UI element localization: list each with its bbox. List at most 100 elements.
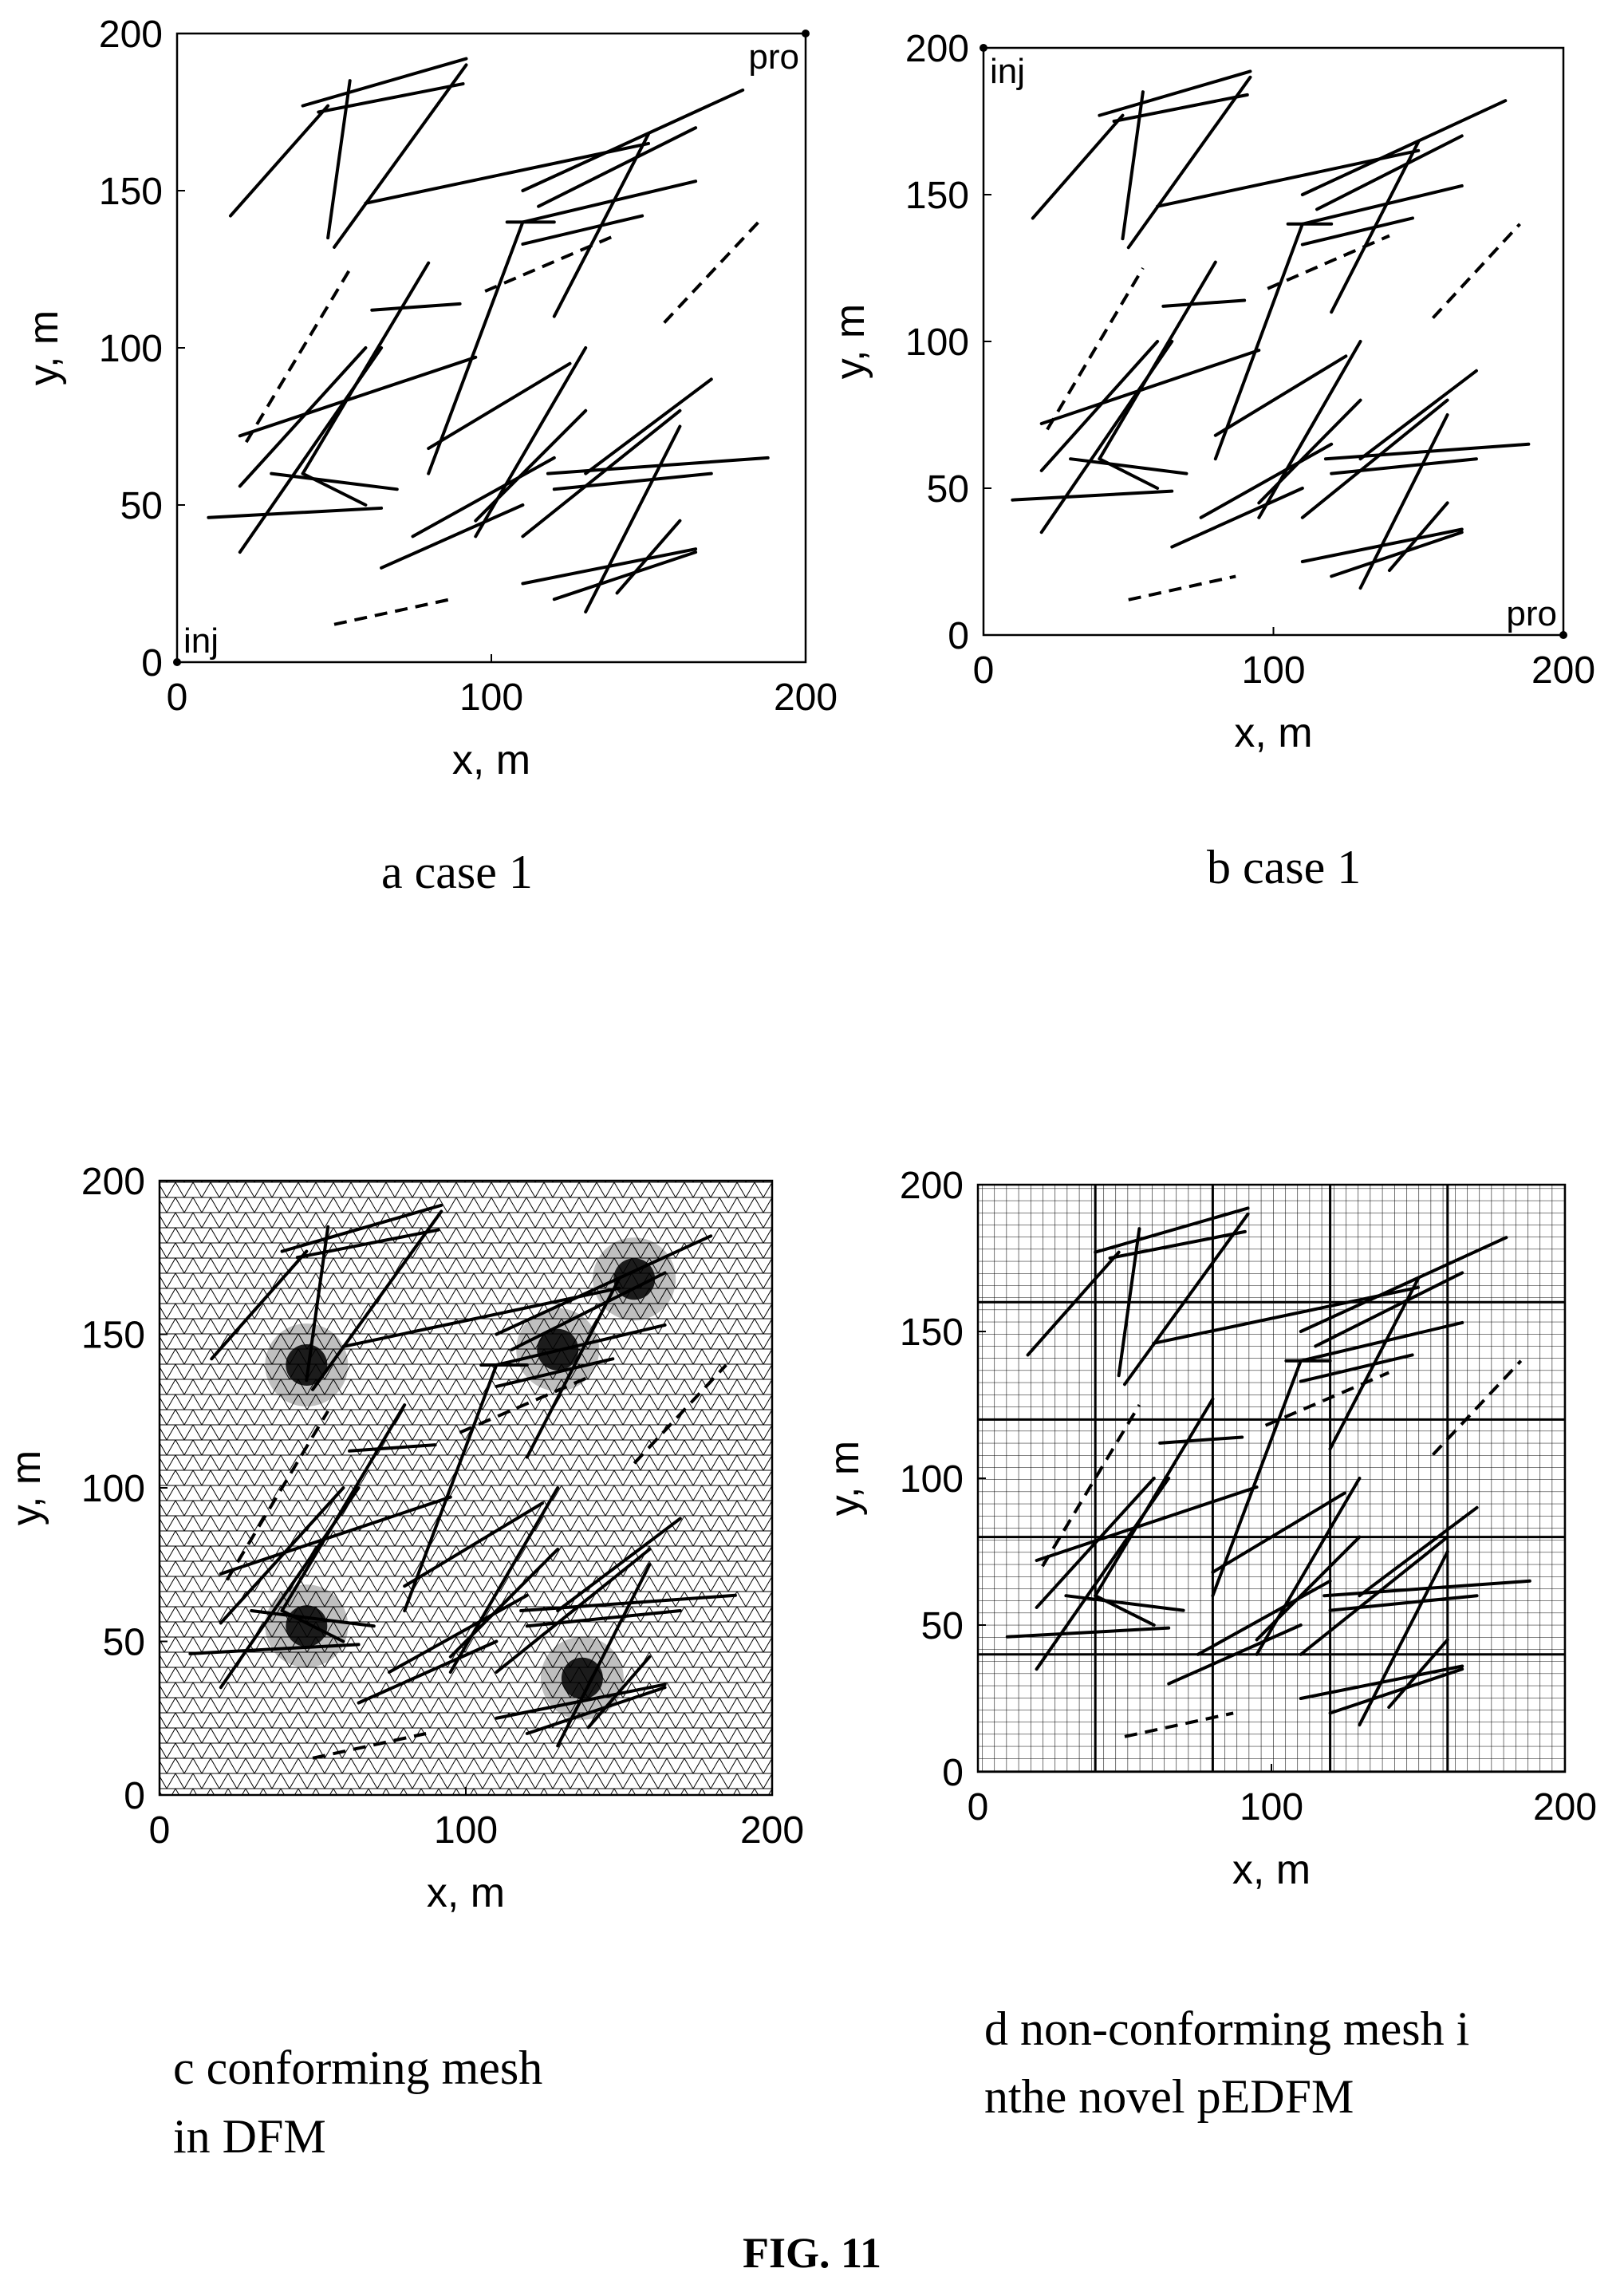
fracture-line (552, 550, 698, 602)
dashed-fracture-line (1264, 1371, 1389, 1427)
well-label: inj (990, 52, 1025, 91)
dashed-fracture-line (633, 1363, 727, 1465)
y-axis-label: y, m (827, 304, 873, 379)
fracture-line (521, 88, 745, 192)
fracture-line (380, 503, 525, 570)
fracture-line (1170, 487, 1304, 549)
fracture-line (1196, 1579, 1332, 1656)
fracture-line (537, 126, 698, 208)
triangular-mesh (160, 1181, 772, 1795)
fracture-line (238, 346, 368, 488)
fracture-line (427, 220, 525, 475)
fracture-line (1330, 531, 1464, 578)
y-tick-label: 100 (905, 322, 969, 364)
fracture-line (1299, 1353, 1414, 1383)
mesh-refinement-halo (265, 1584, 349, 1668)
y-tick-label: 0 (948, 615, 969, 657)
fracture-line (1314, 1271, 1464, 1348)
x-tick-label: 100 (1241, 649, 1305, 692)
y-tick-label: 200 (81, 1161, 145, 1203)
fracture-line (1323, 442, 1531, 461)
fracture-line (584, 424, 682, 613)
fracture-line (448, 1486, 560, 1674)
x-tick-label: 0 (973, 649, 995, 692)
fracture-line (556, 1563, 652, 1748)
fracture-line (510, 1271, 667, 1351)
fracture-line (495, 1548, 652, 1674)
fracture-line (219, 1495, 452, 1576)
fracture-line (1035, 1485, 1259, 1563)
fracture-line (207, 506, 384, 519)
fracture-line (1199, 442, 1334, 519)
y-tick-label: 200 (99, 14, 163, 56)
fracture-line (348, 1443, 437, 1453)
y-tick-label: 50 (921, 1605, 964, 1647)
fracture-line (1213, 354, 1348, 437)
fracture-line (1039, 340, 1160, 472)
panel-c-conforming-mesh-plot: 0 100 200 0 50 100 150 200 x, m y, m (3, 1161, 804, 1916)
x-axis-label: x, m (1234, 710, 1312, 756)
x-tick-label: 100 (1240, 1786, 1303, 1828)
fracture-line (1330, 457, 1478, 475)
caption-b-line1: b case 1 (1207, 841, 1361, 894)
x-tick-label: 0 (968, 1786, 989, 1828)
well-label: inj (183, 621, 219, 661)
figure-label: FIG. 11 (743, 2229, 881, 2277)
fracture-line (210, 1249, 309, 1361)
y-tick-label: 50 (120, 485, 163, 527)
dashed-fracture-line (663, 221, 760, 324)
y-tick-label: 0 (124, 1775, 145, 1817)
fracture-line (1035, 1477, 1171, 1671)
fracture-line (403, 1363, 499, 1612)
fracture-line (1257, 398, 1362, 505)
fracture-line (525, 1609, 682, 1628)
x-tick-label: 200 (774, 677, 838, 719)
fracture-line (1358, 1505, 1479, 1598)
x-tick-label: 200 (1531, 649, 1595, 692)
fracture-line (1328, 1667, 1464, 1715)
fracture-line (1098, 457, 1160, 490)
y-tick-label: 150 (81, 1315, 145, 1357)
fracture-line (1211, 1359, 1303, 1598)
mesh-refinement-cluster (613, 1258, 656, 1300)
x-tick-label: 0 (167, 677, 188, 719)
well-label: pro (748, 37, 799, 77)
fracture-line (1121, 90, 1145, 241)
fracture-line (474, 408, 588, 523)
dashed-fracture-line (459, 1375, 589, 1434)
fracture-line (1255, 1477, 1362, 1656)
fracture-line (1026, 1250, 1121, 1357)
fracture-line (1300, 216, 1414, 247)
y-tick-label: 200 (900, 1165, 964, 1207)
fracture-line (301, 57, 468, 108)
fracture-line (448, 1548, 560, 1659)
y-tick-label: 0 (942, 1752, 964, 1794)
fracture-line (1117, 1227, 1141, 1378)
y-tick-label: 100 (900, 1458, 964, 1501)
fracture-line (1358, 369, 1478, 461)
fracture-line (1300, 99, 1508, 196)
panel-a-case1-plot: 0 100 200 0 50 100 150 200 x, m y, m inj pro (21, 14, 838, 783)
fracture-line (519, 1593, 737, 1612)
x-axis-label: x, m (452, 737, 530, 783)
x-axis-label: x, m (427, 1870, 505, 1916)
fracture-line (1161, 298, 1247, 308)
fracture-line (427, 361, 572, 451)
caption-d-line1: d non-conforming mesh i (984, 2002, 1469, 2055)
caption-c-line1: c conforming mesh (173, 2041, 542, 2094)
fracture-line (1300, 398, 1449, 519)
fracture-line (1322, 1579, 1531, 1598)
fracture-line (1123, 1212, 1250, 1387)
fracture-line (1299, 1535, 1449, 1656)
fracture-line (280, 1203, 443, 1253)
panel-d-nonconforming-mesh-plot: 0 100 200 0 50 100 150 200 x, m y, m (822, 1165, 1597, 1893)
fracture-line (1358, 1550, 1449, 1727)
fracture-line (1328, 1594, 1479, 1612)
dashed-fracture-line (1124, 1711, 1234, 1738)
fracture-line (1126, 75, 1252, 250)
x-tick-label: 100 (459, 677, 523, 719)
fracture-line (388, 1593, 529, 1674)
y-tick-label: 150 (99, 171, 163, 213)
well-marker (173, 658, 181, 666)
plot-frame (982, 46, 1565, 637)
